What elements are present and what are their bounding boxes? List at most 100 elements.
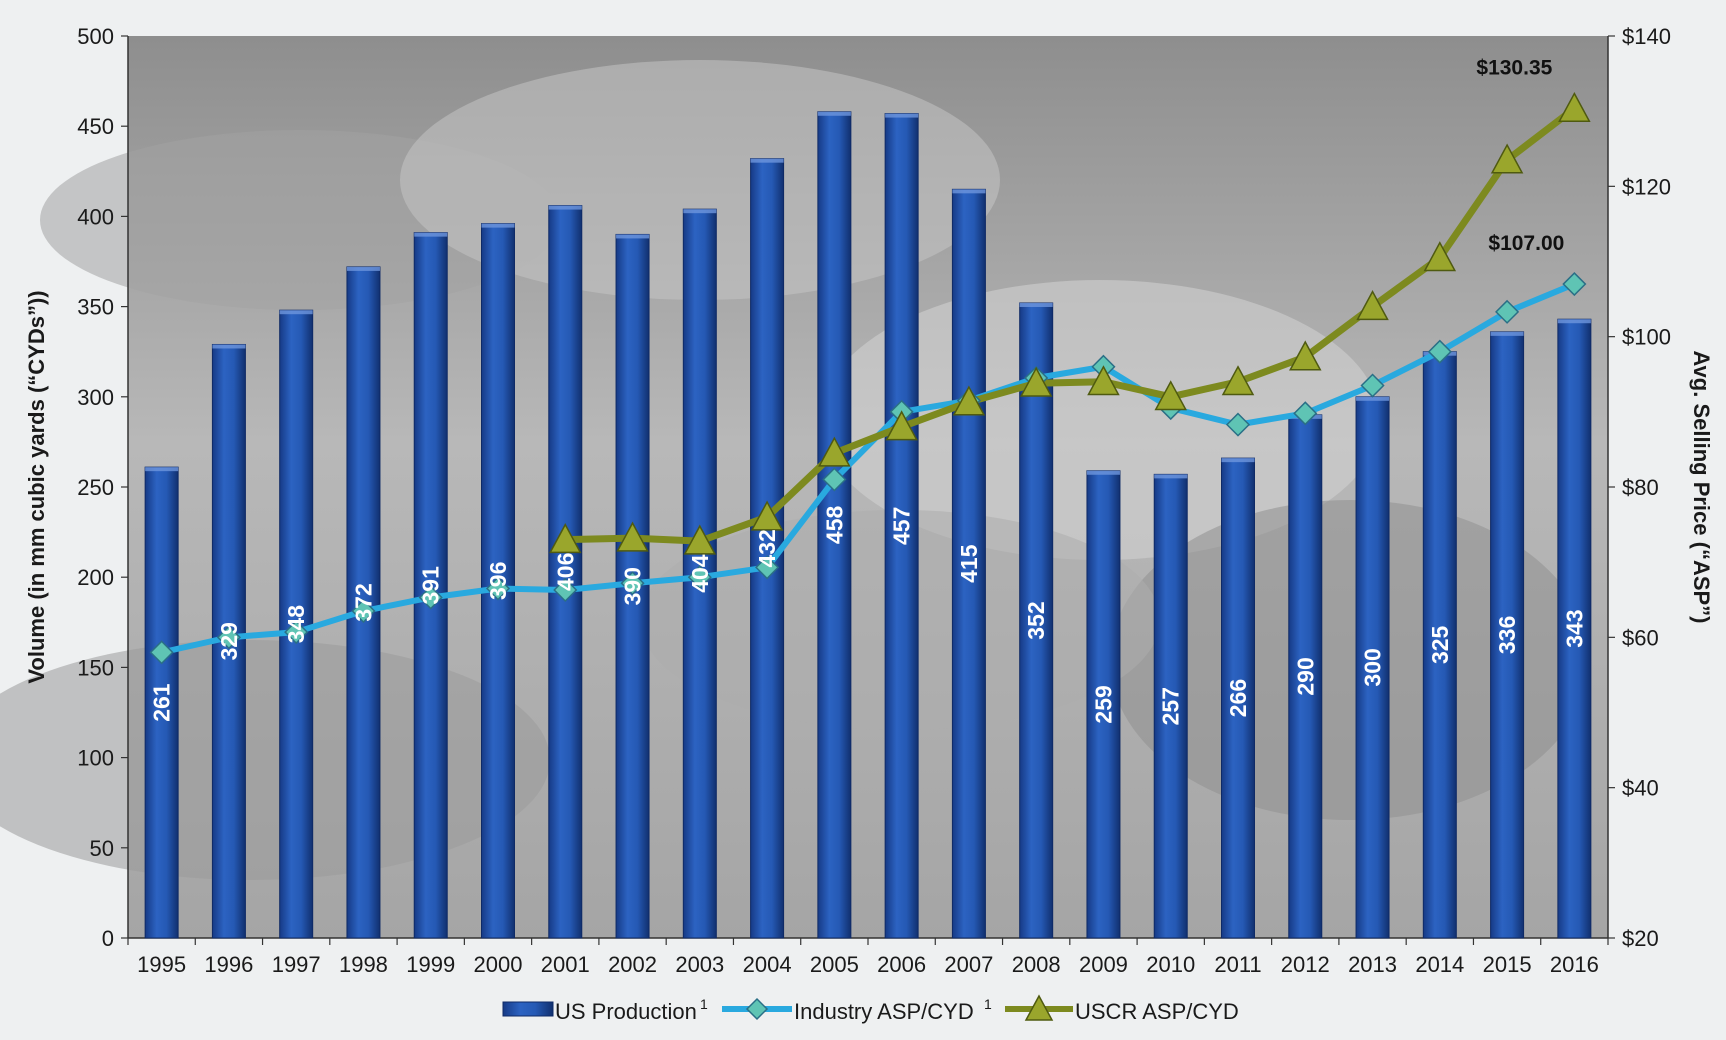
uscr-marker-2006 — [885, 410, 918, 441]
bar-cap-2000 — [481, 223, 515, 228]
bar-cap-2002 — [616, 234, 650, 239]
left-tick-label: 300 — [77, 385, 114, 410]
industry-marker-2015 — [1495, 299, 1520, 324]
bar-value-label: 432 — [754, 529, 780, 567]
bar-2012 — [1288, 414, 1323, 939]
bar-2006 — [884, 113, 919, 939]
bar-2011 — [1221, 457, 1255, 939]
uscr-marker-2004 — [750, 500, 784, 531]
x-tick-label: 2003 — [675, 952, 724, 977]
left-tick-label: 500 — [77, 24, 114, 49]
bar-cap-2003 — [683, 209, 717, 214]
uscr-marker-2009 — [1087, 365, 1120, 396]
industry-marker-2004 — [755, 555, 780, 580]
x-tick-label: 2006 — [877, 952, 926, 977]
bar-value-label: 396 — [485, 562, 511, 600]
bar-cap-2016 — [1557, 319, 1591, 324]
bar-cap-2010 — [1154, 474, 1188, 479]
x-tick-label: 2014 — [1415, 952, 1464, 977]
bar-2014 — [1422, 351, 1457, 939]
uscr-marker-2011 — [1221, 365, 1255, 396]
x-tick-label: 1999 — [406, 952, 455, 977]
industry-marker-1996 — [216, 625, 241, 650]
legend-superscript-us-production: 1 — [700, 996, 708, 1012]
industry-marker-2016 — [1562, 271, 1587, 297]
y-axis-title: Volume (in mm cubic yards (“CYDs”)) — [24, 290, 49, 683]
bar-value-label: 391 — [418, 566, 444, 605]
bar-cap-1997 — [279, 310, 313, 315]
bar-value-label: 348 — [283, 605, 309, 644]
right-tick-label: $100 — [1622, 325, 1671, 350]
industry-marker-1995 — [149, 640, 174, 665]
bar-cap-1999 — [414, 232, 448, 237]
bar-value-label: 266 — [1225, 679, 1251, 717]
bar-cap-2008 — [1019, 302, 1053, 307]
legend-label-industry-asp: Industry ASP/CYD — [794, 999, 974, 1024]
bar-cap-2004 — [750, 158, 784, 163]
bar-value-label: 300 — [1360, 648, 1386, 686]
bar-2007 — [951, 188, 986, 939]
legend-label-us-production: US Production — [555, 999, 697, 1024]
bar-value-label: 372 — [350, 583, 376, 621]
left-tick-label: 450 — [77, 114, 114, 139]
bar-value-label: 261 — [149, 683, 175, 722]
bar-cap-1998 — [346, 266, 380, 271]
x-tick-label: 1996 — [204, 952, 253, 977]
right-tick-label: $20 — [1622, 926, 1659, 951]
bar-2008 — [1019, 302, 1054, 939]
industry-marker-2014 — [1427, 339, 1452, 364]
x-tick-label: 2013 — [1348, 952, 1397, 977]
right-tick-label: $140 — [1622, 24, 1671, 49]
bar-value-label: 257 — [1158, 687, 1184, 725]
right-tick-label: $80 — [1622, 475, 1659, 500]
bar-2013 — [1355, 396, 1390, 939]
industry-marker-2012 — [1293, 401, 1318, 426]
left-tick-label: 0 — [102, 926, 114, 951]
uscr-marker-2001 — [549, 523, 582, 554]
industry-asp-line — [158, 281, 1578, 656]
industry-marker-1999 — [418, 585, 443, 610]
industry-marker-2001 — [553, 577, 578, 603]
uscr-marker-2010 — [1154, 380, 1187, 411]
right-tick-label: $120 — [1622, 174, 1671, 199]
uscr-marker-2012 — [1289, 340, 1322, 371]
x-tick-label: 2002 — [608, 952, 657, 977]
bar-2005 — [817, 111, 852, 939]
x-tick-label: 1997 — [272, 952, 321, 977]
bar-value-label: 325 — [1427, 625, 1453, 664]
bar-value-label: 404 — [687, 554, 713, 593]
uscr-asp-line — [561, 105, 1578, 545]
x-tick-label: 2008 — [1012, 952, 1061, 977]
industry-marker-2000 — [485, 576, 511, 601]
bar-cap-2005 — [817, 111, 851, 116]
uscr-marker-2002 — [616, 521, 649, 552]
left-tick-label: 400 — [77, 204, 114, 229]
bar-cap-1996 — [212, 344, 246, 349]
left-tick-label: 50 — [90, 836, 114, 861]
industry-marker-2002 — [620, 571, 645, 596]
legend-marker-industry-asp — [745, 997, 769, 1021]
x-tick-label: 2012 — [1281, 952, 1330, 977]
bar-cap-2013 — [1356, 396, 1390, 401]
bar-1995 — [144, 466, 179, 939]
uscr-marker-2013 — [1356, 290, 1389, 321]
industry-marker-2013 — [1360, 373, 1385, 398]
uscr-marker-2008 — [1019, 366, 1053, 397]
right-tick-label: $40 — [1622, 776, 1659, 801]
x-tick-label: 2009 — [1079, 952, 1128, 977]
bar-value-label: 336 — [1494, 616, 1520, 654]
left-tick-label: 150 — [77, 655, 114, 680]
industry-marker-1998 — [351, 598, 376, 624]
industry-marker-2011 — [1225, 412, 1251, 437]
legend-swatch-us-production — [502, 1001, 554, 1017]
uscr-marker-2015 — [1490, 143, 1524, 174]
x-tick-label: 2000 — [474, 952, 523, 977]
bar-value-label: 406 — [552, 553, 578, 591]
uscr-marker-2003 — [683, 524, 717, 555]
uscr-marker-2016 — [1558, 91, 1591, 123]
bar-cap-2001 — [548, 205, 582, 210]
left-tick-label: 200 — [77, 565, 114, 590]
left-tick-label: 350 — [77, 295, 114, 320]
